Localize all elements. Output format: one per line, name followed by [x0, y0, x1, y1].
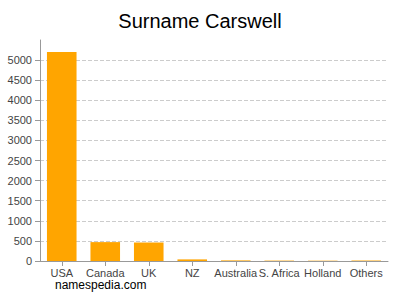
svg-text:S. Africa: S. Africa: [259, 267, 301, 279]
svg-text:1000: 1000: [8, 215, 32, 227]
svg-text:500: 500: [14, 235, 32, 247]
svg-text:2500: 2500: [8, 155, 32, 167]
svg-text:Australia: Australia: [214, 267, 258, 279]
svg-text:2000: 2000: [8, 175, 32, 187]
svg-text:0: 0: [26, 255, 32, 267]
svg-text:5000: 5000: [8, 54, 32, 66]
svg-text:namespedia.com: namespedia.com: [55, 278, 146, 292]
svg-text:Canada: Canada: [86, 267, 125, 279]
svg-text:3000: 3000: [8, 134, 32, 146]
svg-text:4000: 4000: [8, 94, 32, 106]
svg-text:UK: UK: [141, 267, 157, 279]
svg-text:1500: 1500: [8, 195, 32, 207]
svg-text:Others: Others: [350, 267, 384, 279]
svg-text:Surname Carswell: Surname Carswell: [118, 10, 281, 32]
svg-text:4500: 4500: [8, 74, 32, 86]
svg-text:Holland: Holland: [304, 267, 341, 279]
svg-text:3500: 3500: [8, 114, 32, 126]
svg-text:USA: USA: [50, 267, 73, 279]
svg-text:NZ: NZ: [185, 267, 200, 279]
